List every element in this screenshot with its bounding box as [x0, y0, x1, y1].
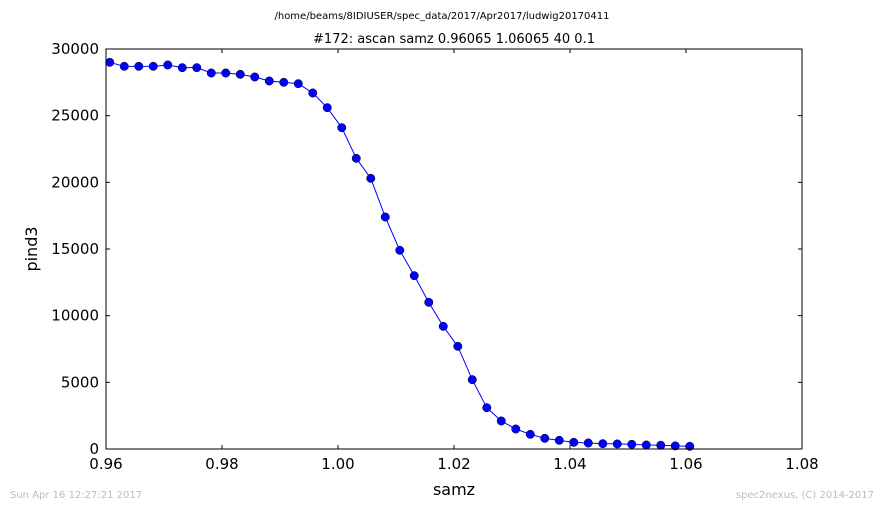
data-point	[511, 424, 521, 434]
chart-title: #172: ascan samz 0.96065 1.06065 40 0.1	[313, 32, 595, 47]
file-path-title: /home/beams/8IDIUSER/spec_data/2017/Apr2…	[274, 11, 609, 22]
series-layer	[105, 57, 695, 451]
y-axis: 0 5000 10000 15000 20000 25000 30000	[51, 40, 802, 458]
x-tick-label: 1.06	[669, 455, 702, 473]
footer-timestamp: Sun Apr 16 12:27:21 2017	[10, 490, 142, 501]
data-point	[279, 77, 289, 87]
data-point	[366, 173, 376, 183]
data-point	[177, 63, 187, 73]
data-point	[467, 375, 477, 385]
x-tick-label: 1.04	[553, 455, 586, 473]
data-point	[627, 439, 637, 449]
data-point	[235, 69, 245, 79]
data-point	[612, 439, 622, 449]
data-point	[337, 123, 347, 133]
data-point	[134, 61, 144, 71]
x-tick-label: 0.96	[89, 455, 122, 473]
y-tick-label: 5000	[61, 373, 99, 391]
data-point	[438, 321, 448, 331]
x-tick-label: 1.02	[437, 455, 470, 473]
x-tick-label: 0.98	[205, 455, 238, 473]
x-axis: 0.96 0.98 1.00 1.02 1.04 1.06 1.08	[89, 49, 819, 473]
y-axis-label: pind3	[22, 226, 41, 271]
data-point	[380, 212, 390, 222]
x-axis-label: samz	[433, 480, 475, 499]
footer-credit: spec2nexus, (C) 2014-2017	[736, 490, 874, 501]
y-tick-label: 20000	[51, 173, 99, 191]
data-point	[395, 245, 405, 255]
data-point	[105, 57, 115, 67]
data-point	[540, 433, 550, 443]
data-point	[264, 76, 274, 86]
x-tick-label: 1.00	[321, 455, 354, 473]
data-point	[163, 60, 173, 70]
data-point	[409, 271, 419, 281]
data-point	[351, 153, 361, 163]
y-tick-label: 0	[89, 440, 99, 458]
data-point	[569, 437, 579, 447]
data-point	[670, 441, 680, 451]
data-point	[453, 341, 463, 351]
data-point	[656, 440, 666, 450]
data-point	[424, 297, 434, 307]
data-point	[598, 439, 608, 449]
data-point	[148, 61, 158, 71]
data-point	[293, 79, 303, 89]
y-tick-label: 15000	[51, 240, 99, 258]
plot-frame	[105, 48, 803, 450]
data-point	[206, 68, 216, 78]
x-tick-label: 1.08	[785, 455, 818, 473]
y-tick-label: 25000	[51, 107, 99, 125]
data-point	[322, 103, 332, 113]
data-point	[250, 72, 260, 82]
y-tick-label: 30000	[51, 40, 99, 58]
data-point	[482, 403, 492, 413]
data-point	[554, 435, 564, 445]
data-point	[583, 438, 593, 448]
data-point	[221, 68, 231, 78]
data-point	[192, 63, 202, 73]
data-point	[525, 429, 535, 439]
data-point	[119, 61, 129, 71]
y-tick-label: 10000	[51, 307, 99, 325]
data-point	[308, 88, 318, 98]
data-point	[496, 416, 506, 426]
data-point	[641, 440, 651, 450]
